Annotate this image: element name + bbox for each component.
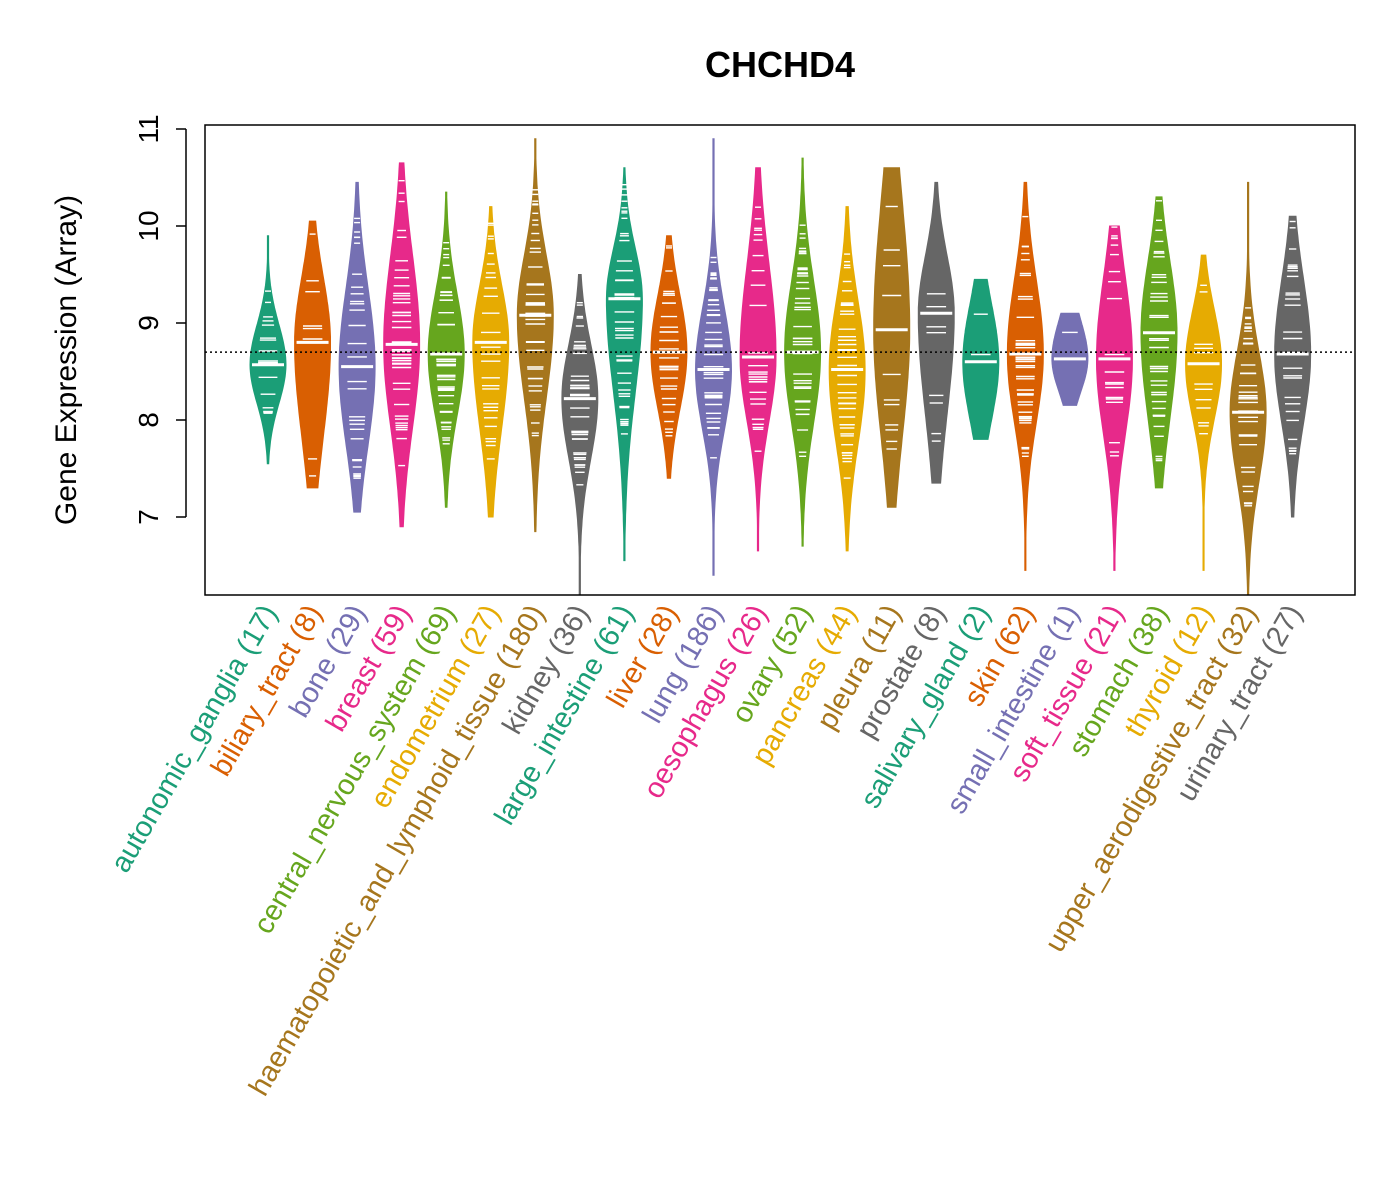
violin-body (739, 167, 777, 552)
violin-biliary_tract (294, 220, 331, 489)
y-axis: 7 8 9 10 11 (133, 114, 187, 525)
violin-thyroid (1185, 254, 1222, 571)
plot-frame (204, 124, 1356, 596)
y-tick-label: 7 (133, 509, 164, 525)
y-tick-label: 10 (133, 210, 164, 241)
violin-body (1185, 254, 1222, 571)
violin-body (516, 138, 554, 533)
violin-body (828, 206, 866, 552)
violin-salivary_gland (962, 278, 1000, 440)
violin-body (962, 278, 1000, 440)
violin-autonomic_ganglia (249, 235, 287, 465)
violin-large_intestine (605, 167, 643, 562)
violin-endometrium (472, 206, 510, 518)
violin-body (338, 181, 376, 513)
violin-small_intestine (1051, 312, 1089, 406)
y-axis-label: Gene Expression (Array) (50, 195, 83, 525)
violin-ovary (784, 157, 822, 547)
category-count: (27) (1251, 600, 1309, 668)
violin-bone (338, 181, 376, 513)
plot-area (205, 138, 1355, 596)
violin-haematopoietic_and_lymphoid_tissue (516, 138, 554, 533)
violin-body (294, 220, 331, 489)
violin-oesophagus (739, 167, 777, 552)
violin-lung (694, 138, 733, 576)
category-labels: autonomic_ganglia (17)biliary_tract (8)b… (105, 600, 1309, 1102)
violin-body (650, 235, 688, 479)
violin-body (605, 167, 643, 562)
violin-urinary_tract (1274, 215, 1312, 518)
violin-body (694, 138, 733, 576)
violin-body (427, 191, 465, 508)
y-tick-label: 11 (133, 114, 164, 143)
violin-skin (1006, 181, 1044, 571)
violin-upper_aerodigestive_tract (1229, 181, 1267, 596)
violin-body (1096, 225, 1133, 571)
violin-body (1140, 196, 1178, 489)
violin-prostate (917, 181, 955, 484)
violin-breast (383, 162, 421, 528)
violin-body (1274, 215, 1312, 518)
violin-kidney (561, 274, 599, 596)
violin-pancreas (828, 206, 866, 552)
violin-body (1229, 181, 1267, 596)
violin-stomach (1140, 196, 1178, 489)
y-tick-label: 8 (133, 412, 164, 428)
violin-liver (650, 235, 688, 479)
violin-soft_tissue (1096, 225, 1133, 571)
violin-pleura (873, 167, 911, 508)
violin-body (249, 235, 287, 465)
chart-title: CHCHD4 (705, 44, 855, 85)
violin-body (873, 167, 911, 508)
violin-central_nervous_system (427, 191, 465, 508)
y-tick-label: 9 (133, 315, 164, 331)
